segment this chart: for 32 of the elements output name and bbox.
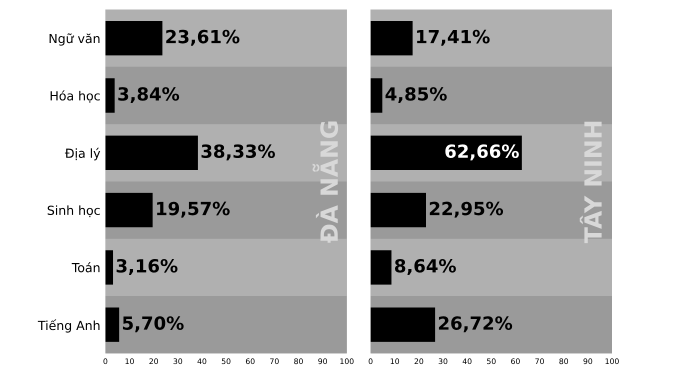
- data-label: 19,57%: [157, 202, 230, 218]
- bar: [105, 136, 198, 170]
- bar: [370, 192, 426, 228]
- bar: [105, 78, 115, 113]
- bar: [370, 136, 522, 170]
- data-label: 8,64%: [394, 258, 456, 275]
- data-label: 3,16%: [116, 258, 178, 275]
- data-label: 4,85%: [386, 87, 447, 104]
- text: ĐÀ NẴNG: [312, 121, 338, 243]
- data-label: 26,72%: [438, 316, 512, 332]
- bar: [370, 308, 436, 342]
- bar: [370, 78, 382, 113]
- y-tick-label: Hóa học: [50, 90, 100, 103]
- y-tick-label: Địa lý: [64, 148, 100, 160]
- data-label: 17,41%: [417, 30, 490, 46]
- bar: [105, 308, 120, 342]
- data-label: 5,70%: [122, 316, 184, 332]
- data-label: 62,66%: [445, 144, 519, 160]
- y-tick-label: Sinh học: [48, 205, 100, 218]
- data-label: 22,95%: [430, 202, 504, 218]
- bar: [370, 21, 413, 56]
- bar: [105, 192, 153, 228]
- bar: [105, 21, 162, 56]
- y-tick-label: Tiếng Anh: [38, 319, 100, 333]
- y-tick-label: Toán: [72, 262, 100, 272]
- y-tick-label: Ngữ văn: [50, 33, 100, 46]
- data-label: 3,84%: [118, 87, 180, 104]
- data-label: 38,33%: [202, 144, 275, 160]
- text: TÂY NINH: [580, 122, 602, 244]
- bar: [105, 250, 114, 285]
- bar: [370, 250, 392, 285]
- data-label: 23,61%: [166, 30, 240, 46]
